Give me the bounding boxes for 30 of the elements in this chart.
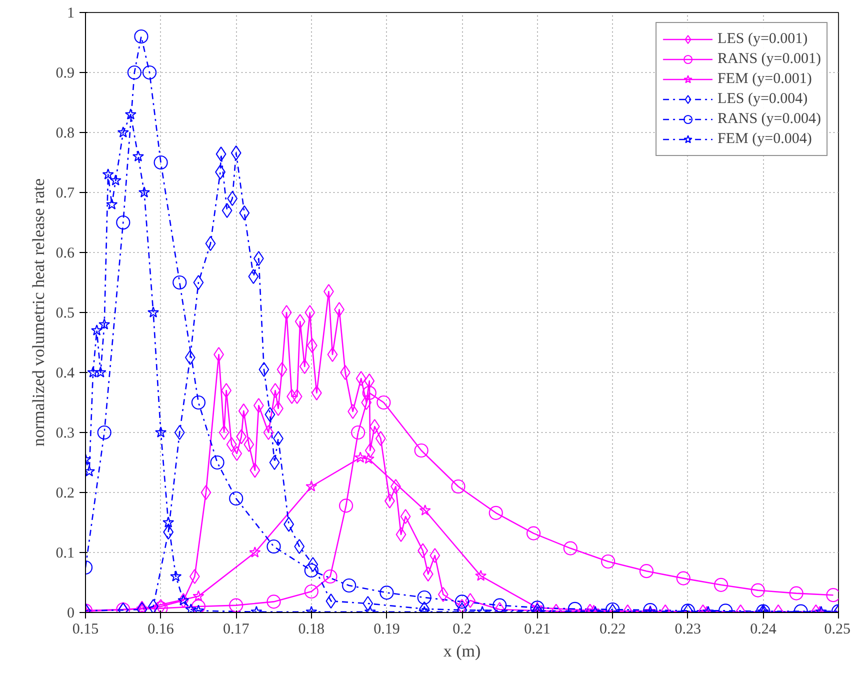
y-tick-label: 0 (67, 606, 74, 622)
legend-label: LES (y=0.004) (718, 90, 808, 108)
y-tick-label: 0.2 (56, 486, 74, 502)
x-axis-title: x (m) (443, 642, 481, 660)
x-tick-label: 0.25 (824, 622, 850, 638)
x-tick-label: 0.16 (148, 622, 174, 638)
legend-label: RANS (y=0.004) (718, 110, 821, 128)
legend-label: LES (y=0.001) (718, 30, 808, 48)
y-tick-label: 0.6 (56, 246, 75, 262)
y-tick-label: 1 (67, 6, 74, 22)
legend-label: RANS (y=0.001) (718, 50, 821, 68)
y-axis-title: normalized volumetric heat release rate (28, 178, 48, 447)
y-tick-label: 0.4 (56, 366, 75, 382)
x-tick-label: 0.2 (452, 622, 472, 638)
y-tick-label: 0.9 (56, 66, 74, 82)
x-tick-label: 0.24 (750, 622, 777, 638)
y-tick-label: 0.3 (56, 426, 74, 442)
y-tick-label: 0.1 (56, 546, 74, 562)
y-tick-label: 0.7 (56, 186, 75, 202)
x-tick-label: 0.23 (674, 622, 702, 638)
y-tick-label: 0.5 (56, 306, 74, 322)
x-tick-label: 0.19 (374, 622, 400, 638)
x-tick-label: 0.17 (222, 622, 250, 638)
y-tick-label: 0.8 (56, 126, 74, 142)
x-tick-label: 0.18 (298, 622, 325, 638)
x-tick-label: 0.15 (72, 622, 99, 638)
legend-label: FEM (y=0.004) (718, 130, 812, 148)
legend-label: FEM (y=0.001) (718, 70, 812, 88)
x-tick-label: 0.21 (524, 622, 550, 638)
x-tick-label: 0.22 (599, 622, 626, 638)
